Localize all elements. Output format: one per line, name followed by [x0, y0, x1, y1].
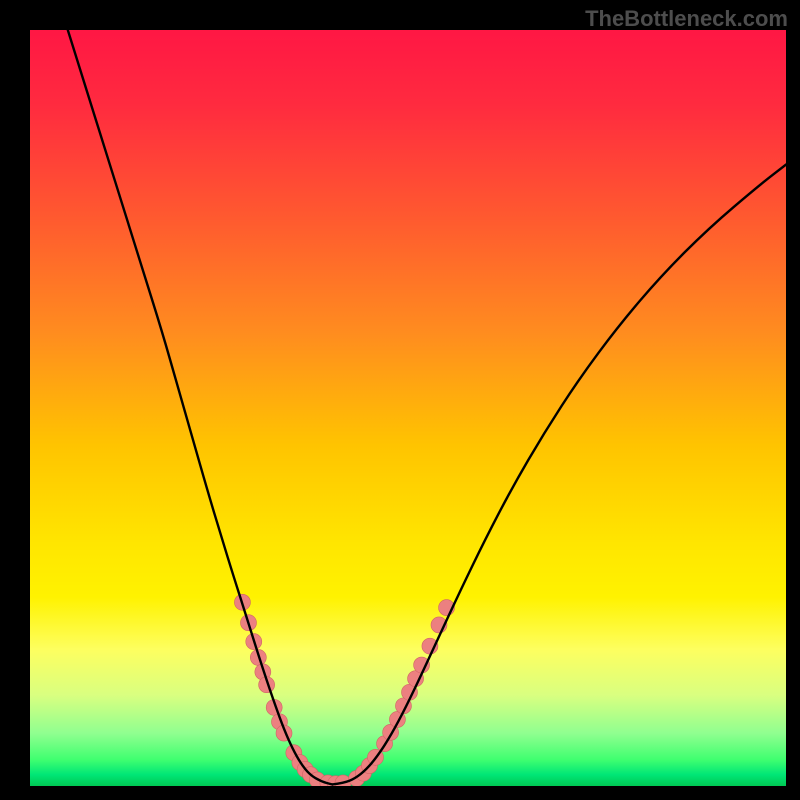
chart-svg — [30, 30, 786, 786]
left-arm-curve — [68, 30, 333, 784]
data-dots — [234, 594, 454, 786]
watermark-text: TheBottleneck.com — [585, 6, 788, 32]
right-arm-curve — [332, 165, 786, 785]
plot-area — [30, 30, 786, 786]
